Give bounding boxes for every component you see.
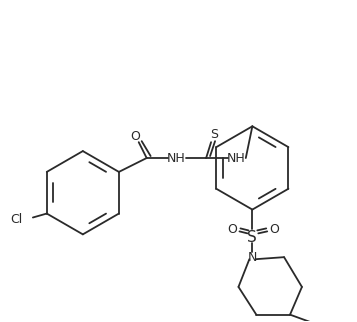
Text: NH: NH bbox=[167, 152, 186, 165]
Text: N: N bbox=[248, 251, 257, 264]
Text: NH: NH bbox=[226, 152, 245, 165]
Text: S: S bbox=[247, 230, 257, 245]
Text: S: S bbox=[210, 128, 218, 141]
Text: O: O bbox=[269, 223, 279, 236]
Text: Cl: Cl bbox=[11, 213, 23, 226]
Text: O: O bbox=[228, 223, 237, 236]
Text: O: O bbox=[130, 130, 140, 143]
